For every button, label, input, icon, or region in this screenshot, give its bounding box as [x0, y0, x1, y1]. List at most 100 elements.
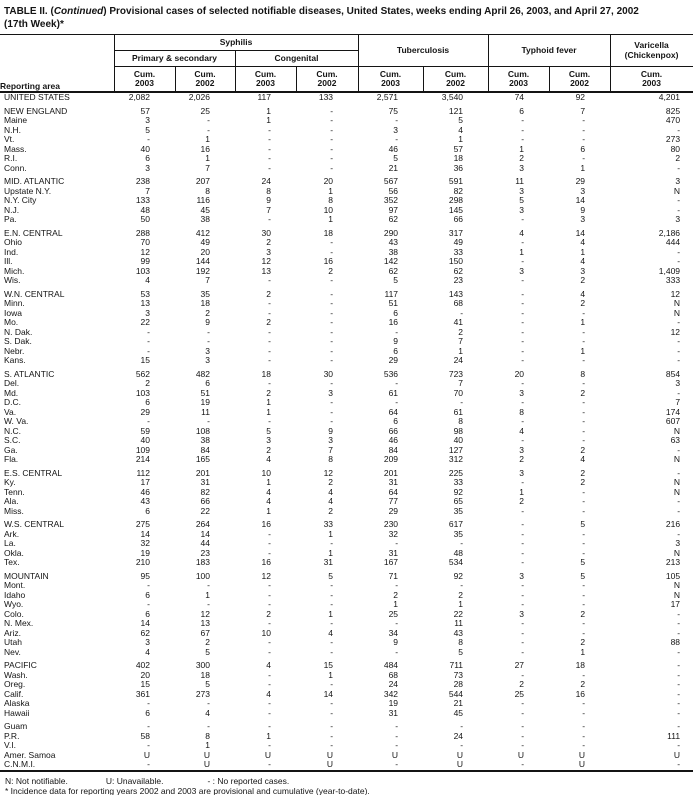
value-cell: -	[268, 581, 271, 590]
table-title: TABLE II. (Continued) Provisional cases …	[4, 6, 689, 31]
value-cell: -	[582, 619, 586, 628]
reporting-area-cell: Ga.	[4, 445, 18, 455]
value-cell: 22	[200, 506, 210, 516]
value-cell: -	[207, 600, 210, 609]
value-cell: -	[582, 379, 586, 388]
value-cell: 46	[140, 487, 150, 497]
value-cell: -	[268, 276, 271, 285]
table-row: Iowa 3 2 - - 6 - - - N	[0, 309, 693, 319]
value-cell: 1	[328, 609, 334, 619]
value-cell: 31	[388, 478, 399, 487]
value-cell: 31	[388, 548, 399, 558]
value-cell: -	[395, 647, 399, 657]
value-cell: -	[582, 407, 586, 417]
value-cell: 2	[580, 388, 586, 398]
reporting-area-cell: Hawaii	[4, 708, 30, 718]
value-cell: 4	[145, 647, 150, 657]
value-cell: 33	[323, 520, 334, 529]
value-cell: 3	[205, 346, 210, 356]
value-cell: 11	[454, 619, 464, 628]
value-cell: 484	[383, 661, 399, 670]
value-cell: -	[582, 590, 586, 600]
value-cell: 38	[200, 215, 210, 224]
value-cell: -	[521, 276, 525, 285]
value-cell: -	[147, 337, 150, 346]
value-cell: 64	[388, 487, 399, 497]
value-cell: 2	[145, 379, 150, 388]
value-cell: 77	[388, 497, 399, 506]
value-cell: 4	[328, 487, 334, 497]
value-cell: -	[677, 205, 681, 215]
value-cell: 103	[135, 388, 150, 398]
value-cell: 13	[140, 299, 150, 308]
value-cell: 111	[667, 731, 681, 741]
value-cell: 24	[453, 356, 464, 365]
table-row: Ariz. 62 67 10 4 34 43 - - -	[0, 629, 693, 639]
table-row: Va. 29 11 1-64 61 8-174	[0, 408, 693, 418]
value-cell: -	[330, 135, 334, 144]
value-cell: -	[521, 289, 525, 299]
value-cell: -	[147, 760, 150, 769]
value-cell: 3	[580, 186, 586, 196]
value-cell: -	[582, 356, 586, 365]
value-cell: 4	[266, 487, 271, 497]
value-cell: 1	[328, 186, 334, 196]
value-cell: 25	[514, 689, 525, 699]
table-row: Fla. 214 165 4 8 209 312 2 4 N	[0, 455, 693, 465]
value-cell: 4	[266, 497, 271, 506]
reporting-area-cell: Miss.	[4, 506, 24, 516]
value-cell: 2	[519, 455, 525, 464]
value-cell: 3	[519, 445, 525, 455]
value-cell: 1	[580, 318, 586, 327]
value-cell: -	[395, 731, 399, 741]
value-cell: -	[207, 125, 210, 135]
value-cell: 3	[675, 379, 681, 388]
value-cell: -	[330, 398, 334, 407]
value-cell: 18	[261, 369, 271, 379]
value-cell: 1	[328, 529, 334, 539]
value-cell: -	[460, 539, 464, 548]
value-cell: 534	[448, 558, 464, 567]
value-cell: -	[395, 581, 399, 590]
value-cell: 567	[383, 177, 399, 186]
reporting-area-header: Reporting area	[0, 34, 114, 93]
value-cell: -	[582, 708, 586, 718]
reporting-area-cell: Ala.	[4, 497, 19, 506]
value-cell: -	[521, 346, 525, 356]
value-cell: 14	[323, 689, 334, 699]
reporting-area-cell: Mo.	[4, 318, 19, 327]
value-cell: -	[677, 689, 681, 699]
value-cell: 25	[200, 106, 210, 116]
value-cell: 62	[388, 266, 399, 276]
reporting-area-cell: Ariz.	[4, 628, 21, 638]
value-cell: U	[456, 750, 464, 760]
footnotes: N: Not notifiable. U: Unavailable. - : No …	[5, 776, 693, 795]
value-cell: 57	[453, 144, 464, 154]
table-row: Conn. 3 7 - - 21 36 3 1 -	[0, 164, 693, 174]
value-cell: -	[268, 356, 271, 365]
value-cell: -	[330, 356, 334, 365]
value-cell: 9	[328, 426, 334, 436]
value-cell: -	[268, 590, 271, 600]
table-row: Ala. 43 66 4 4 77 65 2 - -	[0, 497, 693, 507]
value-cell: 4	[266, 661, 271, 670]
value-cell: -	[677, 445, 681, 455]
reporting-area-cell: N.H.	[4, 125, 21, 135]
value-cell: 15	[323, 661, 334, 670]
value-cell: -	[582, 506, 586, 516]
notifiable-diseases-table: Reporting area Syphilis Tuberculosis Typ…	[0, 34, 693, 772]
value-cell: 16	[388, 318, 399, 327]
value-cell: -	[582, 487, 586, 497]
value-cell: U	[391, 750, 399, 760]
value-cell: U	[143, 750, 150, 760]
value-cell: -	[582, 628, 586, 638]
table-row: Md. 103 51 2 3 61 70 3 2 -	[0, 389, 693, 399]
value-cell: 1	[393, 600, 399, 609]
value-cell: 225	[448, 468, 464, 478]
value-cell: -	[582, 600, 586, 609]
value-cell: 591	[448, 177, 464, 186]
value-cell: 29	[140, 407, 150, 417]
reporting-area-cell: Idaho	[4, 590, 26, 600]
table-row: Colo. 6 12 2 1 25 22 3 2 -	[0, 610, 693, 620]
table-row: La. 32 44 - - - - - - 3	[0, 539, 693, 549]
